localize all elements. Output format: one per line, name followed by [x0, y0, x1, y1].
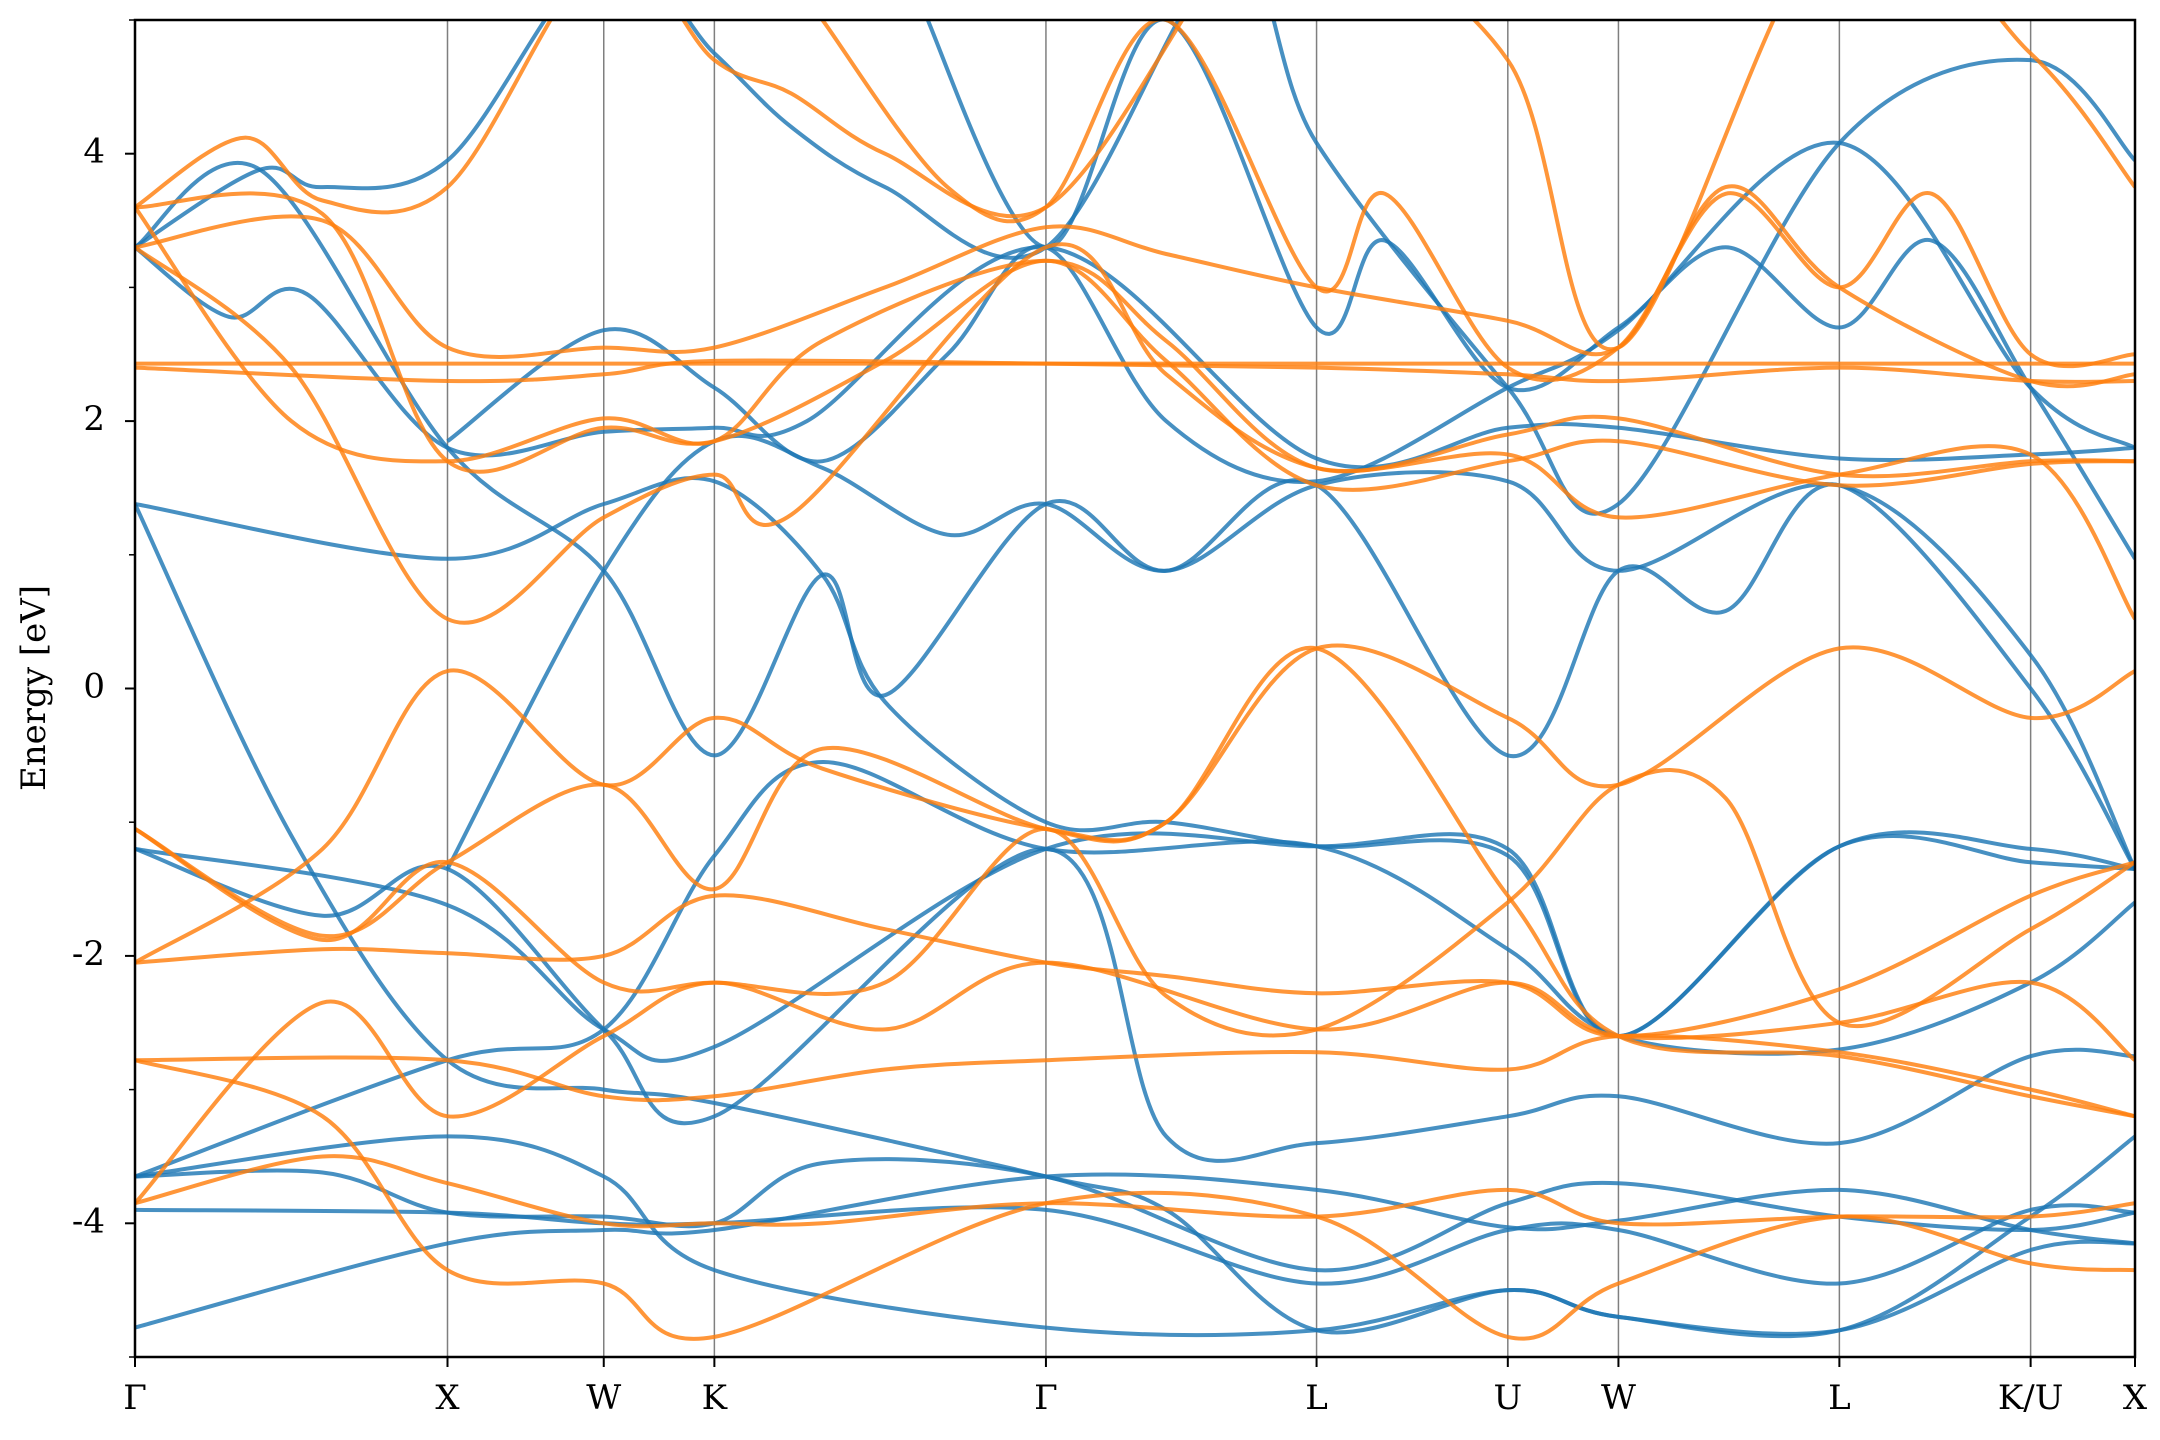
x-tick-label: U: [1493, 1378, 1522, 1418]
y-tick-label: 4: [83, 132, 105, 172]
band-line: [135, 1134, 2135, 1339]
x-tick-label: Γ: [1034, 1378, 1058, 1418]
band-line: [820, 20, 2135, 383]
series-1: [135, 20, 2135, 1341]
band-line: [446, 140, 2135, 484]
x-tick-label: Γ: [123, 1378, 147, 1418]
band-line: [135, 160, 2135, 871]
x-tick-label: W: [586, 1378, 621, 1418]
y-tick-label: 0: [83, 667, 105, 707]
x-tick-label: X: [2123, 1378, 2148, 1418]
band-line: [135, 184, 2135, 389]
y-tick-label: -2: [72, 934, 105, 974]
high-symmetry-gridlines: [446, 20, 2032, 1357]
band-line: [135, 1058, 2135, 1341]
band-line: [135, 643, 2135, 965]
x-tick-label: X: [435, 1378, 460, 1418]
x-tick-label: L: [1828, 1378, 1851, 1418]
band-line: [135, 191, 2135, 492]
band-line: [135, 846, 2135, 1163]
x-axis-ticks: Γ X W K Γ L U W L K/U X: [123, 1357, 2148, 1418]
band-line: [135, 20, 2135, 352]
y-tick-label: 2: [83, 399, 105, 439]
series-0: [135, 20, 2135, 1339]
band-line: [135, 860, 2135, 1039]
x-tick-label: L: [1305, 1378, 1328, 1418]
band-line: [925, 20, 2135, 560]
band-line: [135, 20, 2135, 516]
band-line: [445, 433, 2135, 870]
band-line: [135, 1154, 2135, 1229]
y-axis-ticks: 4 2 0 -2 -4: [72, 19, 135, 1358]
band-line: [135, 475, 2135, 1039]
x-tick-label: W: [1601, 1378, 1636, 1418]
plot-frame: [133, 18, 2137, 1359]
band-line: [135, 245, 2135, 470]
y-tick-label: -4: [72, 1201, 105, 1241]
band-line: [135, 768, 2135, 1038]
x-tick-label: K/U: [1998, 1378, 2064, 1418]
band-line: [135, 960, 2135, 1205]
band-line: [135, 1172, 2135, 1330]
band-lines: [135, 20, 2135, 1341]
band-line: [135, 358, 2135, 384]
band-line: [135, 1033, 2135, 1119]
x-tick-label: K: [702, 1378, 728, 1418]
y-axis-label: Energy [eV]: [14, 585, 54, 791]
band-line: [135, 759, 2135, 1179]
